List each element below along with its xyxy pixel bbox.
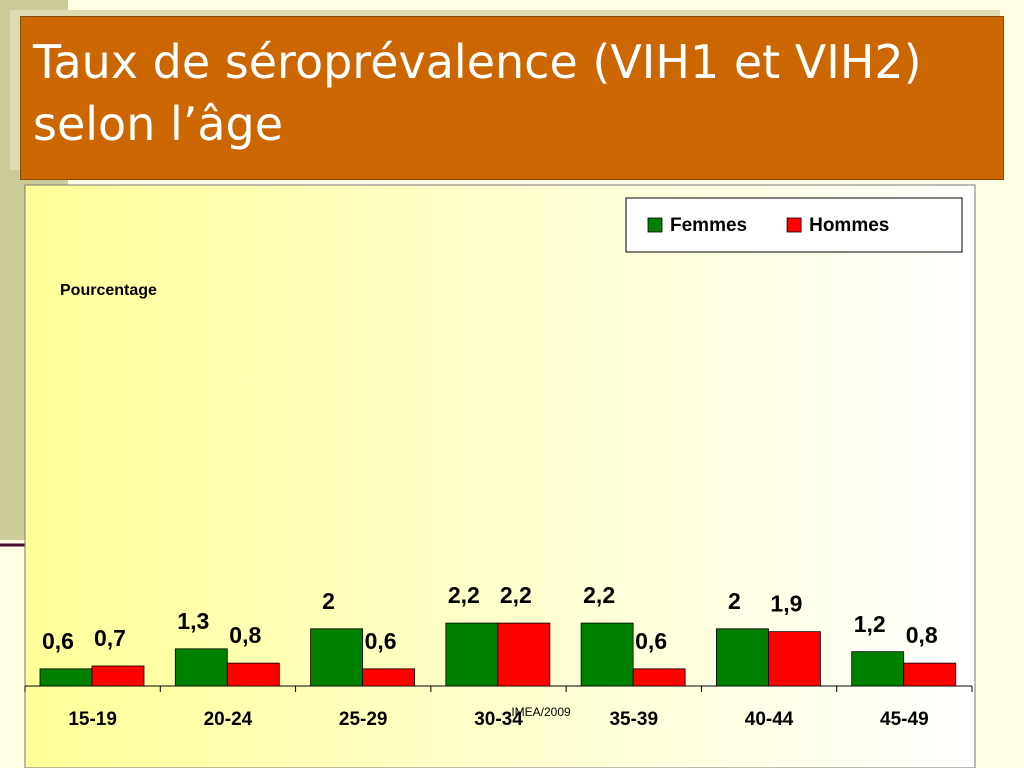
- value-label: 1,2: [854, 611, 886, 637]
- y-axis-label: Pourcentage: [60, 282, 157, 299]
- x-tick-label: 20-24: [204, 709, 253, 730]
- x-tick-label: 15-19: [68, 709, 117, 730]
- legend-swatch: [647, 217, 663, 233]
- source: IMEA/2009: [511, 705, 571, 719]
- bar: [768, 631, 821, 687]
- bar: [39, 668, 93, 687]
- bar: [91, 665, 145, 687]
- bar: [497, 622, 551, 687]
- bar: [580, 622, 634, 687]
- bar: [226, 662, 280, 687]
- value-label: 1,9: [770, 591, 802, 617]
- value-label: 2,2: [448, 582, 480, 608]
- value-label: 2,2: [500, 582, 532, 608]
- value-label: 0,7: [94, 625, 126, 651]
- bar: [310, 628, 363, 687]
- x-tick-label: 30-34: [474, 709, 523, 730]
- bar: [174, 648, 228, 687]
- value-label: 0,6: [635, 628, 667, 654]
- bar: [716, 628, 769, 687]
- value-label: 2: [728, 588, 741, 614]
- slide-title: Taux de séroprévalence (VIH1 et VIH2) se…: [20, 16, 1004, 180]
- value-label: 0,6: [365, 628, 397, 654]
- value-label: 0,8: [229, 622, 261, 648]
- x-tick-label: 25-29: [339, 709, 388, 730]
- bar: [632, 668, 686, 687]
- value-label: 2: [322, 588, 335, 614]
- x-tick-label: 40-44: [745, 709, 794, 730]
- legend-swatch: [786, 217, 802, 233]
- bar: [445, 622, 499, 687]
- value-label: 1,3: [177, 608, 209, 634]
- x-tick-label: 45-49: [880, 709, 929, 730]
- value-label: 2,2: [583, 582, 615, 608]
- legend-label: Hommes: [809, 215, 889, 236]
- bar: [903, 662, 957, 687]
- bar: [851, 651, 905, 687]
- x-tick-label: 35-39: [609, 709, 658, 730]
- value-label: 0,8: [906, 622, 938, 648]
- legend-label: Femmes: [670, 215, 747, 236]
- bar: [362, 668, 415, 687]
- value-label: 0,6: [42, 628, 74, 654]
